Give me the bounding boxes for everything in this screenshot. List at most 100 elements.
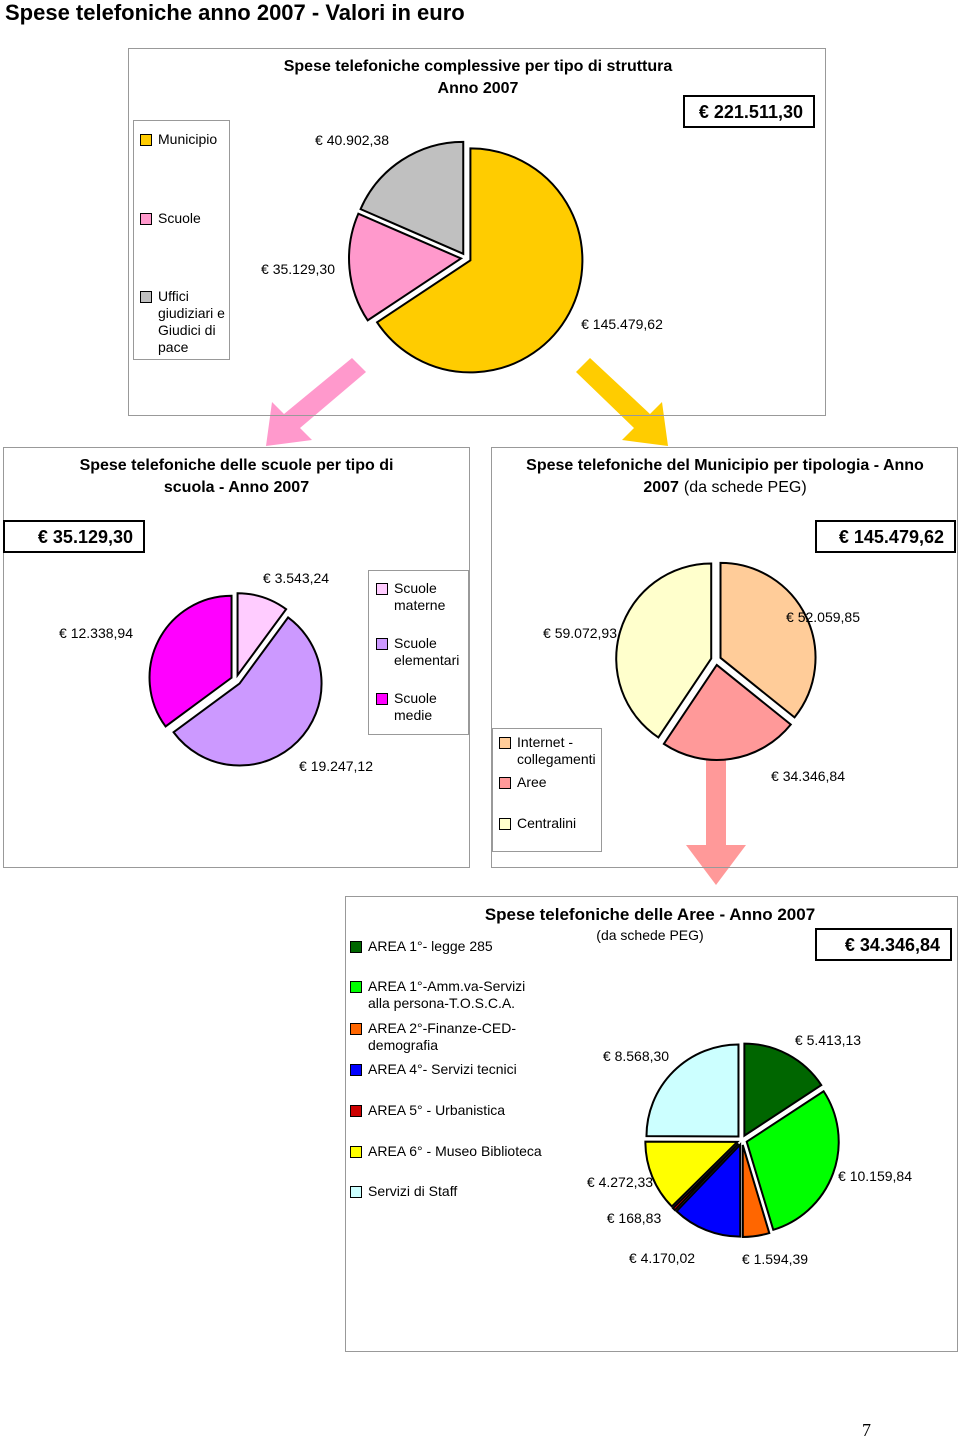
chart-title: Spese telefoniche complessive per tipo d… <box>283 58 673 75</box>
pie-slice <box>741 1144 771 1238</box>
chart-title-block: Spese telefoniche complessive per tipo d… <box>228 56 728 100</box>
legend-entry: Scuole materne <box>376 580 474 614</box>
chart-title-block: Spese telefoniche del Municipio per tipo… <box>520 455 930 499</box>
legend-entry: AREA 4°- Servizi tecnici <box>350 1061 543 1078</box>
legend-label: Aree <box>517 774 547 790</box>
page-number: 7 <box>862 1420 871 1440</box>
legend-label: AREA 2°-Finanze-CED-demografia <box>368 1020 516 1053</box>
legend-label: Uffici giudiziari e Giudici di pace <box>158 288 225 355</box>
pie-slice <box>236 592 288 679</box>
legend-entry: Aree <box>499 774 607 791</box>
chart-title: Spese telefoniche delle Aree - Anno 2007 <box>484 905 816 924</box>
legend-entry: Internet - collegamenti <box>499 734 607 768</box>
legend-entry: Scuole <box>140 210 238 227</box>
data-label: € 34.346,84 <box>771 768 845 784</box>
legend-swatch <box>350 1146 362 1158</box>
data-label: € 12.338,94 <box>59 625 133 641</box>
legend-swatch <box>350 1105 362 1117</box>
legend-swatch <box>376 583 388 595</box>
data-label: € 5.413,13 <box>794 1032 862 1048</box>
total-label: € 34.346,84 <box>815 928 952 961</box>
pie-slice <box>719 561 817 719</box>
legend-frame <box>133 120 230 360</box>
pie-slice <box>615 562 713 739</box>
chart-subtitle: (da schede PEG) <box>683 479 807 496</box>
data-label: € 40.902,38 <box>315 132 389 148</box>
legend-swatch <box>376 693 388 705</box>
pie-slice <box>662 663 793 761</box>
chart-title-block: Spese telefoniche delle scuole per tipo … <box>53 455 420 499</box>
legend-swatch <box>499 737 511 749</box>
total-label: € 35.129,30 <box>3 520 145 553</box>
data-label: € 59.072,93 <box>543 625 617 641</box>
legend-swatch <box>350 1023 362 1035</box>
total-label: € 145.479,62 <box>815 520 956 553</box>
legend-frame <box>492 728 602 852</box>
total-label: € 221.511,30 <box>683 95 815 128</box>
legend-swatch <box>499 818 511 830</box>
data-label: € 1.594,39 <box>741 1251 809 1267</box>
pie-slice <box>644 1140 740 1208</box>
legend-entry: AREA 6° - Museo Biblioteca <box>350 1143 543 1160</box>
pie-slice <box>375 147 584 374</box>
legend-frame <box>368 570 469 735</box>
legend-entry: Scuole medie <box>376 690 474 724</box>
legend-swatch <box>140 291 152 303</box>
data-label: € 145.479,62 <box>581 316 663 332</box>
pie-slice <box>148 594 233 728</box>
data-label: € 3.543,24 <box>262 570 330 586</box>
legend-label: Scuole materne <box>394 580 446 613</box>
data-label: € 4.272,33 <box>586 1174 654 1190</box>
legend-label: AREA 5° - Urbanistica <box>368 1102 506 1118</box>
arrow <box>576 358 668 446</box>
chart-frame <box>3 447 470 868</box>
data-label: € 4.170,02 <box>628 1250 696 1266</box>
legend-label: Servizi di Staff <box>368 1183 458 1199</box>
pie-slice <box>743 1042 823 1138</box>
chart-title: Spese telefoniche delle scuole per tipo … <box>79 457 394 496</box>
pie-slice <box>745 1089 840 1232</box>
legend-label: Centralini <box>517 815 577 831</box>
legend-swatch <box>350 1064 362 1076</box>
legend-swatch <box>350 981 362 993</box>
legend-entry: Municipio <box>140 131 238 148</box>
arrow <box>266 358 366 446</box>
chart-frame <box>128 48 826 416</box>
legend-entry: AREA 2°-Finanze-CED-demografia <box>350 1020 543 1054</box>
chart-title-block: Spese telefoniche delle Aree - Anno 2007… <box>440 904 860 944</box>
chart-subtitle: (da schede PEG) <box>596 927 704 943</box>
legend-label: AREA 1°-Amm.va-Servizi alla persona-T.O.… <box>368 978 526 1011</box>
legend-swatch <box>499 777 511 789</box>
legend-entry: Scuole elementari <box>376 635 474 669</box>
legend-swatch <box>140 213 152 225</box>
data-label: € 8.568,30 <box>602 1048 670 1064</box>
legend-entry: AREA 1°- legge 285 <box>350 938 543 955</box>
legend-label: AREA 4°- Servizi tecnici <box>368 1061 517 1077</box>
pie-slice <box>671 1142 740 1212</box>
legend-entry: Servizi di Staff <box>350 1183 543 1200</box>
pie-slice <box>645 1043 740 1138</box>
legend-swatch <box>376 638 388 650</box>
data-label: € 19.247,12 <box>299 758 373 774</box>
data-label: € 52.059,85 <box>786 609 860 625</box>
legend-swatch <box>350 1186 362 1198</box>
legend-swatch <box>350 941 362 953</box>
chart-subtitle: Anno 2007 <box>437 80 519 97</box>
pie-slice <box>348 212 464 322</box>
legend-entry: AREA 5° - Urbanistica <box>350 1102 543 1119</box>
legend-entry: AREA 1°-Amm.va-Servizi alla persona-T.O.… <box>350 978 543 1012</box>
data-label: € 35.129,30 <box>261 261 335 277</box>
legend-entry: Centralini <box>499 815 607 832</box>
legend-entry: Uffici giudiziari e Giudici di pace <box>140 288 238 356</box>
arrow <box>686 745 746 885</box>
pie-slice <box>359 140 465 256</box>
legend-label: Internet - collegamenti <box>517 734 596 767</box>
legend-label: Municipio <box>158 131 218 147</box>
chart-title: Spese telefoniche del Municipio per tipo… <box>526 457 924 496</box>
data-label: € 10.159,84 <box>838 1168 912 1184</box>
legend-label: Scuole medie <box>394 690 437 723</box>
legend-label: AREA 1°- legge 285 <box>368 938 493 954</box>
chart-frame <box>491 447 958 868</box>
